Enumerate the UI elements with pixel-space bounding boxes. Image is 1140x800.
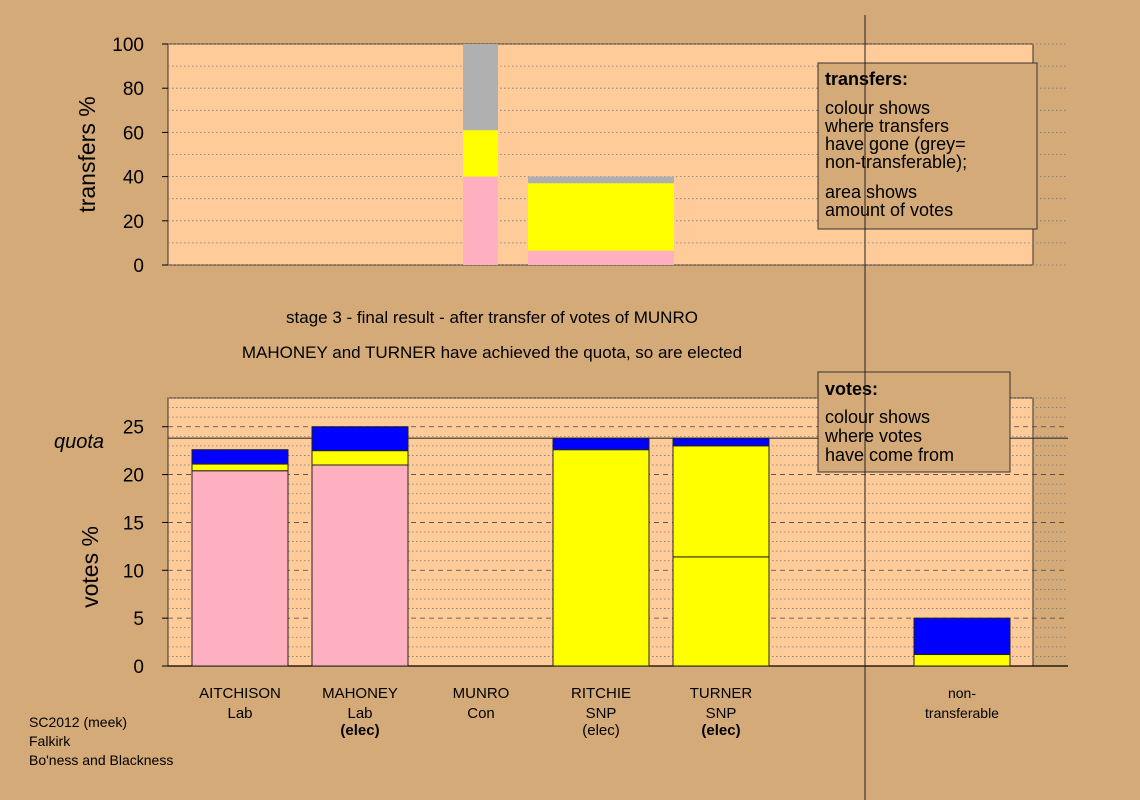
vote-segment-con — [552, 437, 650, 451]
transfer-segment-lab — [528, 250, 674, 265]
category-name: AITCHISON — [199, 685, 281, 702]
votes-legend-line: where votes — [824, 426, 922, 446]
transfer-segment-lab — [463, 176, 498, 265]
transfers-legend-line: amount of votes — [825, 200, 953, 220]
category-party: Lab — [347, 705, 372, 722]
transfers-tick-label: 40 — [123, 168, 144, 189]
footer-council: Falkirk — [29, 733, 71, 749]
transfers-tick-label: 100 — [112, 35, 144, 56]
category-party: Con — [467, 705, 495, 722]
transfers-legend-line: have gone (grey= — [825, 134, 966, 154]
category-party: SNP — [706, 705, 737, 722]
transfers-legend-title: transfers: — [825, 69, 908, 89]
footer-election: SC2012 (meek) — [29, 714, 127, 730]
votes-tick-label: 5 — [133, 609, 144, 630]
transfers-tick-label: 0 — [133, 256, 144, 277]
vote-segment-snp — [191, 463, 289, 472]
category-party: Lab — [227, 705, 252, 722]
transfers-chart: 0 20 40 60 80 100 transfers % transfers: colour … — [74, 35, 1068, 277]
transfers-tick-label: 60 — [123, 123, 144, 144]
transfers-legend-line: area shows — [825, 182, 917, 202]
transfers-y-axis-label: transfers % — [74, 96, 100, 212]
subtitle-elected: MAHONEY and TURNER have achieved the quo… — [242, 343, 742, 362]
votes-legend-line: have come from — [825, 445, 954, 465]
vote-segment-lab — [191, 470, 289, 667]
transfers-legend-box — [817, 62, 1038, 230]
votes-legend-title: votes: — [825, 379, 878, 399]
votes-tick-label: 0 — [133, 657, 144, 678]
category-name: MAHONEY — [322, 685, 398, 702]
category-status: (elec) — [582, 722, 620, 739]
votes-legend-box — [817, 371, 1011, 473]
vote-segment-con — [191, 449, 289, 465]
transfer-segment-snp — [528, 183, 674, 251]
vote-segment-con — [311, 426, 409, 452]
votes-tick-label: 10 — [123, 561, 144, 582]
vote-segment-snp — [311, 450, 409, 466]
transfers-tick-label: 80 — [123, 79, 144, 100]
transfer-segment-snp — [463, 130, 498, 177]
category-name: non- — [948, 685, 976, 701]
vote-segment-con — [672, 437, 770, 447]
vote-segment-lab — [311, 464, 409, 667]
vote-segment-snp — [552, 449, 650, 667]
transfer-segment-nontransferable — [528, 176, 674, 184]
vote-segment-con — [913, 617, 1011, 656]
footer-ward: Bo'ness and Blackness — [29, 752, 173, 768]
vote-segment-snp — [672, 445, 770, 558]
quota-label: quota — [54, 431, 104, 453]
transfers-legend-line: non-transferable); — [825, 152, 967, 172]
transfers-tick-label: 20 — [123, 212, 144, 233]
vote-segment-snp — [913, 654, 1011, 667]
transfers-legend-line: where transfers — [824, 116, 949, 136]
category-name: RITCHIE — [571, 685, 631, 702]
transfers-legend-line: colour shows — [825, 98, 930, 118]
category-party: transferable — [925, 705, 999, 721]
votes-chart: 0 5 10 15 20 25 votes % quota AITCHISON Lab MAHONE… — [54, 371, 1068, 739]
transfer-segment-nontransferable — [463, 44, 498, 131]
votes-y-axis-label: votes % — [77, 526, 103, 608]
category-status: (elec) — [340, 722, 379, 739]
votes-tick-label: 20 — [123, 466, 144, 487]
category-name: MUNRO — [453, 685, 510, 702]
category-party: SNP — [586, 705, 617, 722]
votes-legend-line: colour shows — [825, 407, 930, 427]
vote-segment-snp — [672, 556, 770, 667]
votes-tick-label: 25 — [123, 418, 144, 439]
subtitle-stage: stage 3 - final result - after transfer … — [286, 308, 698, 327]
category-status: (elec) — [701, 722, 740, 739]
category-name: TURNER — [690, 685, 753, 702]
votes-tick-label: 15 — [123, 513, 144, 534]
